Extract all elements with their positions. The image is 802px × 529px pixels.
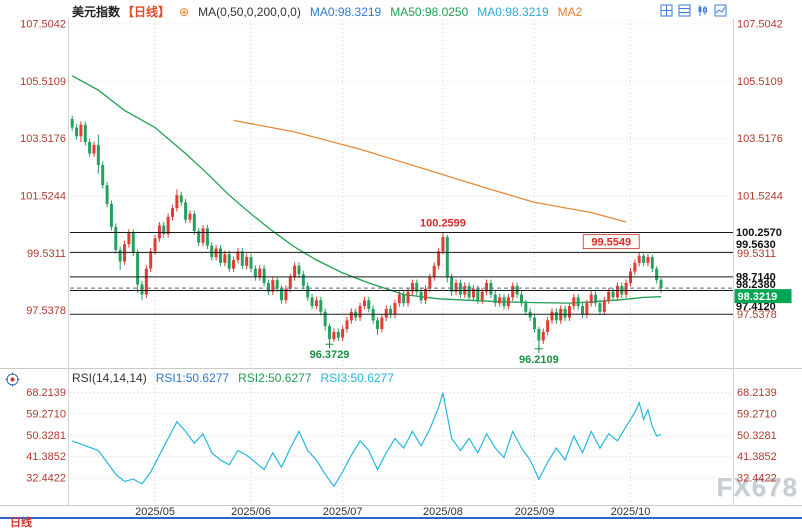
annotation-100.2599: 100.2599 — [420, 217, 466, 229]
rsi-axis-label-right: 68.2139 — [737, 387, 777, 399]
rsi-axis-label-right: 32.4422 — [737, 473, 777, 485]
rsi-value: RSI3:50.6277 — [320, 371, 394, 385]
rsi-axis-label-left: 41.3852 — [26, 451, 66, 463]
rsi-chart-area[interactable] — [70, 386, 733, 503]
chart-header: 美元指数 【日线】 ⊕ MA(0,50,0,200,0,0) MA0:98.321… — [72, 3, 591, 20]
main-chart-area[interactable] — [70, 20, 733, 363]
label: 96.2109 — [519, 354, 559, 366]
ma-values: MA0:98.3219 MA50:98.0250 MA0:98.3219 MA2 — [310, 5, 592, 19]
rsi-axis-label-right: 59.2710 — [737, 409, 777, 421]
y-axis-label-right: 101.5244 — [737, 190, 783, 202]
rsi-value: RSI2:50.6277 — [238, 371, 312, 385]
ma200-line — [233, 119, 627, 223]
ma-value: MA0:98.3219 — [477, 4, 549, 19]
rsi-header: RSI(14,14,14) RSI1:50.6277 RSI2:50.6277 RS… — [72, 371, 403, 385]
candlestick-series — [70, 115, 663, 349]
x-axis-label: 2025/10 — [611, 506, 651, 518]
annotation-99.5549: 99.5549 — [582, 234, 640, 250]
grid-lines-icon[interactable] — [678, 4, 691, 17]
ma-value: MA2 — [557, 4, 583, 19]
price-grid: 107.5042 107.5042 105.5109 105.5109 103.5176… — [20, 18, 783, 321]
instrument-title: 美元指数 — [72, 5, 121, 19]
ma-formula: MA(0,50,0,200,0,0) — [198, 4, 301, 19]
ma-value: MA0:98.3219 — [309, 4, 382, 19]
rsi-value: RSI1:50.6277 — [155, 371, 230, 385]
level-label: 98.2380 — [736, 279, 776, 291]
level-label: 100.2570 — [736, 227, 782, 239]
period-label: 【日线】 — [122, 5, 171, 19]
ma-value: MA50:98.0250 — [390, 4, 469, 19]
y-axis-label-right: 103.5176 — [737, 133, 783, 145]
last-price-label: 98.3219 — [738, 291, 778, 303]
candlestick-view-icon[interactable] — [696, 4, 709, 17]
last-price-tag: 98.3219 — [734, 289, 792, 304]
y-axis-label-right: 107.5042 — [737, 18, 783, 30]
x-axis-label: 2025/09 — [515, 506, 555, 518]
tab-daily[interactable]: 日线 — [10, 517, 32, 529]
label: 100.2599 — [420, 217, 466, 229]
annotation-96.2109: 96.2109 — [519, 344, 559, 366]
rsi1-line — [71, 392, 662, 488]
y-axis-label-left: 97.5378 — [26, 305, 66, 317]
line-view-icon[interactable] — [714, 4, 727, 17]
y-axis-label-right: 97.5378 — [737, 309, 777, 321]
level-label: 99.5630 — [736, 239, 776, 251]
rsi-grid: 68.2139 68.2139 59.2710 59.2710 50.3281 50.32… — [26, 387, 777, 484]
x-axis-label: 2025/07 — [323, 506, 363, 518]
rsi-axis-label-right: 50.3281 — [737, 430, 777, 442]
chart-toolbar — [660, 4, 727, 17]
y-axis-label-left: 99.5311 — [27, 248, 66, 260]
x-axis-label: 2025/08 — [423, 506, 463, 518]
y-axis-label-left: 105.5109 — [20, 76, 66, 88]
level-label: 97.4120 — [736, 301, 776, 313]
link-icon[interactable]: ⊕ — [179, 4, 190, 19]
bottom-tab-bar: 日线 — [0, 517, 802, 529]
rsi-values: RSI1:50.6277 RSI2:50.6277 RSI3:50.6277 — [156, 371, 403, 385]
y-axis-label-left: 107.5042 — [20, 18, 66, 30]
annotation-96.3729: 96.3729 — [310, 340, 350, 361]
rsi-axis-label-left: 59.2710 — [26, 409, 66, 421]
rsi-title: RSI(14,14,14) — [72, 371, 147, 385]
label: 96.3729 — [310, 349, 350, 361]
indicator-settings-icon[interactable] — [5, 372, 20, 387]
y-axis-label-right: 99.5311 — [737, 248, 776, 260]
level-label: 98.7140 — [736, 271, 776, 283]
rsi-axis-label-right: 41.3852 — [737, 451, 777, 463]
rsi-axis-label-left: 32.4422 — [26, 473, 66, 485]
y-axis-label-right: 105.5109 — [737, 76, 783, 88]
fx678-watermark: FX678 — [716, 472, 798, 502]
time-axis: 2025/05 2025/06 2025/07 2025/08 2025/09 2025/… — [135, 20, 650, 518]
rsi-axis-label-left: 68.2139 — [26, 387, 66, 399]
label: 99.5549 — [591, 237, 631, 249]
x-axis-label: 2025/06 — [231, 506, 271, 518]
y-axis-label-left: 103.5176 — [20, 133, 66, 145]
split-pane-icon[interactable] — [660, 4, 673, 17]
x-axis-label: 2025/05 — [135, 506, 175, 518]
rsi-axis-label-left: 50.3281 — [26, 430, 66, 442]
y-axis-label-left: 101.5244 — [20, 190, 66, 202]
